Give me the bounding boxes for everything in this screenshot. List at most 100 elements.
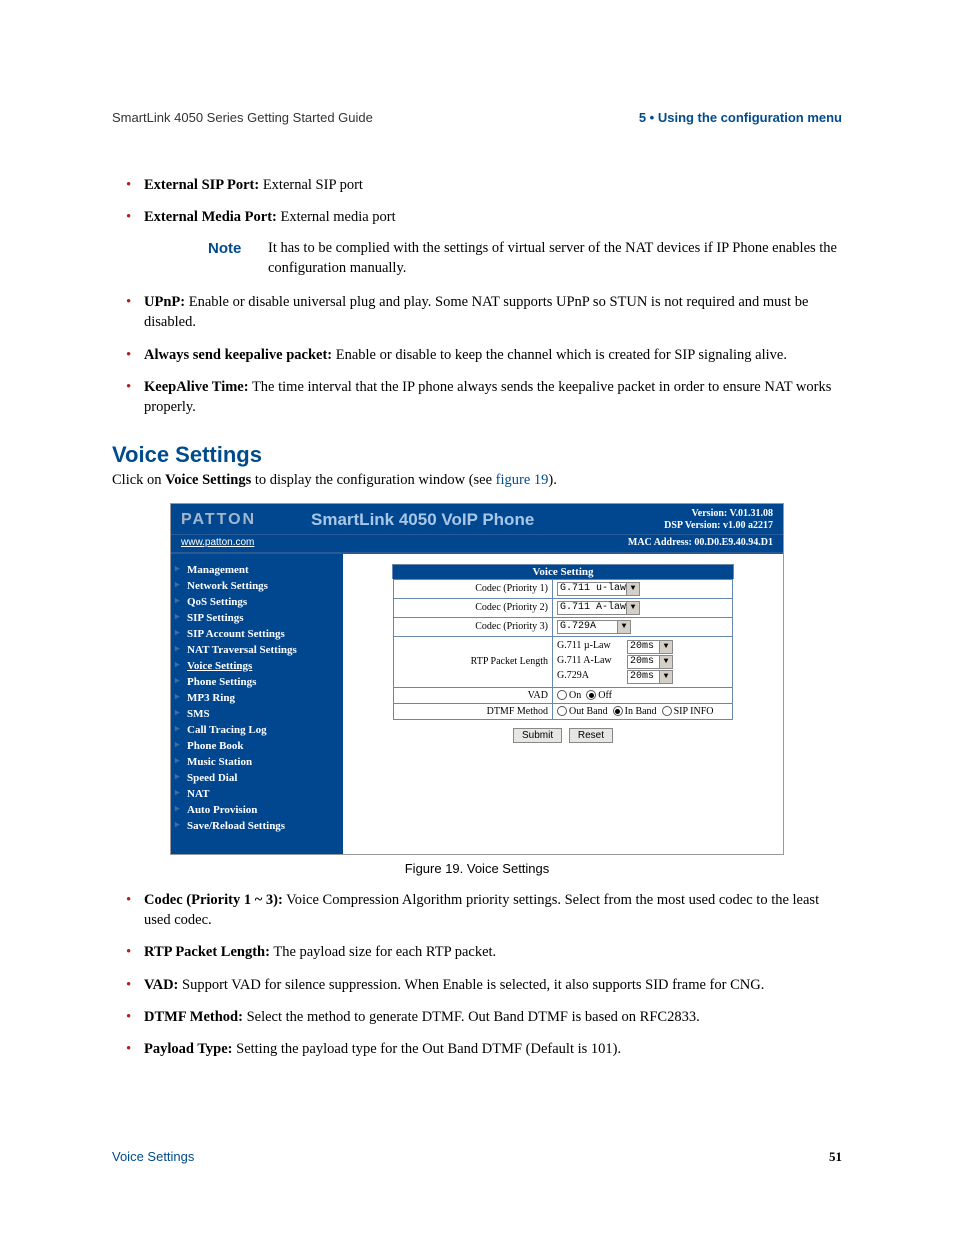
window-header: PATTON SmartLink 4050 VoIP Phone Version…: [171, 504, 783, 534]
sidebar-item[interactable]: Music Station: [177, 754, 337, 770]
rtp-line: G.711 A-Law20ms ▼: [557, 655, 728, 669]
url-link[interactable]: www.patton.com: [181, 537, 254, 548]
sidebar-item[interactable]: MP3 Ring: [177, 690, 337, 706]
dtmf-in-radio[interactable]: [613, 706, 623, 716]
list-item: VAD: Support VAD for silence suppression…: [130, 975, 842, 995]
sidebar-item[interactable]: Phone Settings: [177, 674, 337, 690]
sidebar-item[interactable]: Auto Provision: [177, 802, 337, 818]
section-heading: Voice Settings: [112, 442, 842, 468]
sidebar-item[interactable]: QoS Settings: [177, 594, 337, 610]
list-item: RTP Packet Length: The payload size for …: [130, 942, 842, 962]
codec2-label: Codec (Priority 2): [394, 598, 553, 617]
rtp-cell: G.711 µ-Law20ms▼ G.711 A-Law20ms▼ G.729A…: [553, 636, 733, 687]
bullet-label: KeepAlive Time:: [144, 379, 249, 395]
sidebar-item[interactable]: Save/Reload Settings: [177, 818, 337, 834]
dtmf-label: DTMF Method: [394, 703, 553, 719]
dropdown-icon: ▼: [659, 656, 672, 668]
product-title: SmartLink 4050 VoIP Phone: [311, 510, 664, 530]
table-row: Codec (Priority 3) G.729A▼: [394, 617, 733, 636]
logo: PATTON: [181, 511, 311, 529]
sidebar-item[interactable]: Management: [177, 562, 337, 578]
list-item: UPnP: Enable or disable universal plug a…: [130, 292, 842, 333]
intro-b: Voice Settings: [165, 472, 251, 488]
codec1-label: Codec (Priority 1): [394, 579, 553, 598]
sidebar-item[interactable]: Network Settings: [177, 578, 337, 594]
dtmf-sip-radio[interactable]: [662, 706, 672, 716]
codec3-cell: G.729A▼: [553, 617, 733, 636]
rtp-line: G.729A20ms▼: [557, 670, 728, 684]
rtp-name-1: G.711 A-Law: [557, 655, 627, 666]
codec1-select[interactable]: G.711 u-law▼: [557, 582, 640, 596]
list-item: Always send keepalive packet: Enable or …: [130, 345, 842, 365]
bullet-text: Select the method to generate DTMF. Out …: [243, 1009, 700, 1025]
bullet-text: External SIP port: [259, 177, 363, 193]
dtmf-sip-text: SIP INFO: [674, 706, 714, 717]
table-row: VAD On Off: [394, 687, 733, 703]
rtp-select-2[interactable]: 20ms▼: [627, 670, 673, 684]
list-item: External SIP Port: External SIP port: [130, 175, 842, 195]
codec3-value: G.729A: [560, 621, 596, 632]
codec3-label: Codec (Priority 3): [394, 617, 553, 636]
vad-off-text: Off: [598, 690, 612, 701]
codec1-cell: G.711 u-law▼: [553, 579, 733, 598]
dtmf-cell: Out Band In Band SIP INFO: [553, 703, 733, 719]
reset-button[interactable]: Reset: [569, 728, 613, 743]
note-label: Note: [208, 238, 268, 279]
rtp-val-1: 20ms: [630, 656, 654, 667]
bottom-bullet-list: Codec (Priority 1 ~ 3): Voice Compressio…: [112, 890, 842, 1060]
sidebar-item[interactable]: Voice Settings: [177, 658, 337, 674]
intro-a: Click on: [112, 472, 165, 488]
sidebar-item[interactable]: SMS: [177, 706, 337, 722]
submit-button[interactable]: Submit: [513, 728, 562, 743]
dtmf-in-text: In Band: [625, 706, 657, 717]
top-bullet-list: External SIP Port: External SIP port Ext…: [112, 175, 842, 418]
codec3-select[interactable]: G.729A▼: [557, 620, 631, 634]
figure-link[interactable]: figure 19: [496, 472, 549, 488]
dtmf-out-radio[interactable]: [557, 706, 567, 716]
table-row: Codec (Priority 2) G.711 A-law▼: [394, 598, 733, 617]
vad-on-radio[interactable]: [557, 690, 567, 700]
bullet-label: Always send keepalive packet:: [144, 347, 332, 363]
bullet-label: RTP Packet Length:: [144, 944, 270, 960]
vad-cell: On Off: [553, 687, 733, 703]
dropdown-icon: ▼: [626, 583, 639, 595]
list-item: Codec (Priority 1 ~ 3): Voice Compressio…: [130, 890, 842, 931]
table-row: RTP Packet Length G.711 µ-Law20ms▼ G.711…: [394, 636, 733, 687]
page-footer: Voice Settings 51: [112, 1149, 842, 1165]
header-chapter: 5 • Using the configuration menu: [639, 110, 842, 125]
version-block: Version: V.01.31.08 DSP Version: v1.00 a…: [664, 508, 773, 532]
sidebar-item[interactable]: Call Tracing Log: [177, 722, 337, 738]
button-row: Submit Reset: [363, 720, 763, 743]
sidebar-item[interactable]: SIP Settings: [177, 610, 337, 626]
codec2-select[interactable]: G.711 A-law▼: [557, 601, 640, 615]
sidebar-item[interactable]: Phone Book: [177, 738, 337, 754]
sidebar: ManagementNetwork SettingsQoS SettingsSI…: [171, 554, 343, 854]
vad-on-text: On: [569, 690, 581, 701]
sidebar-item[interactable]: SIP Account Settings: [177, 626, 337, 642]
rtp-select-0[interactable]: 20ms▼: [627, 640, 673, 654]
url-anchor[interactable]: www.patton.com: [181, 537, 254, 548]
codec2-value: G.711 A-law: [560, 602, 626, 613]
dropdown-icon: ▼: [626, 602, 639, 614]
dtmf-out-text: Out Band: [569, 706, 608, 717]
bullet-text: External media port: [277, 209, 396, 225]
bullet-label: External Media Port:: [144, 209, 277, 225]
list-item: Payload Type: Setting the payload type f…: [130, 1039, 842, 1059]
page: SmartLink 4050 Series Getting Started Gu…: [0, 0, 954, 1235]
figure: PATTON SmartLink 4050 VoIP Phone Version…: [112, 503, 842, 855]
dropdown-icon: ▼: [659, 641, 672, 653]
vad-off-radio[interactable]: [586, 690, 596, 700]
bullet-label: UPnP:: [144, 294, 185, 310]
rtp-select-1[interactable]: 20ms ▼: [627, 655, 673, 669]
window-subheader: www.patton.com MAC Address: 00.D0.E9.40.…: [171, 534, 783, 552]
sidebar-item[interactable]: NAT: [177, 786, 337, 802]
rtp-name-2: G.729A: [557, 670, 627, 681]
version: Version: V.01.31.08: [692, 508, 774, 519]
sidebar-item[interactable]: NAT Traversal Settings: [177, 642, 337, 658]
config-window: PATTON SmartLink 4050 VoIP Phone Version…: [170, 503, 784, 855]
codec1-value: G.711 u-law: [560, 583, 626, 594]
section-intro: Click on Voice Settings to display the c…: [112, 472, 842, 489]
sidebar-item[interactable]: Speed Dial: [177, 770, 337, 786]
list-item: External Media Port: External media port…: [130, 207, 842, 278]
bullet-text: Enable or disable universal plug and pla…: [144, 294, 808, 330]
